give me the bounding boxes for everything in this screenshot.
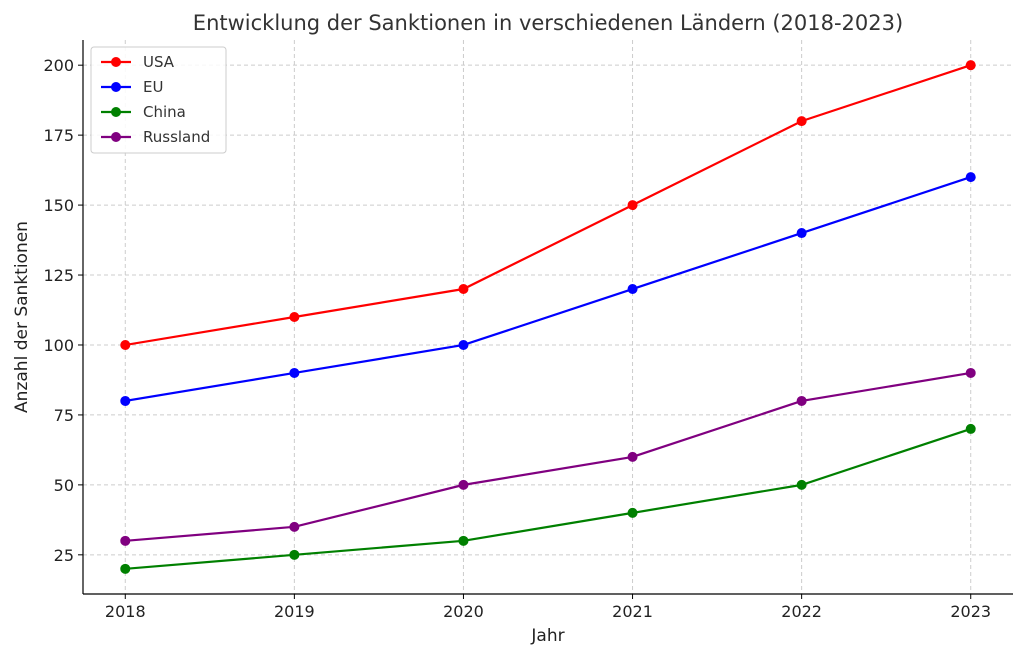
x-tick-label: 2020 <box>443 602 484 621</box>
series-line-russland <box>125 371 971 542</box>
legend: USA EU China Russland <box>90 46 227 154</box>
x-tick-label: 2018 <box>105 602 146 621</box>
x-axis-label: Jahr <box>530 626 564 646</box>
data-point-usa <box>120 339 131 350</box>
data-point-eu <box>627 284 638 295</box>
data-point-usa <box>458 284 469 295</box>
data-point-eu <box>289 367 300 378</box>
data-point-russland <box>627 451 638 462</box>
data-point-eu <box>796 228 807 239</box>
data-point-russland <box>796 395 807 406</box>
y-tick-label: 200 <box>43 56 74 75</box>
y-tick-label: 100 <box>43 336 74 355</box>
data-point-usa <box>289 312 300 322</box>
data-point-china <box>120 563 131 574</box>
legend-label-usa: USA <box>143 53 175 71</box>
y-tick-label: 150 <box>43 196 74 215</box>
series-layer <box>120 60 976 574</box>
x-tick-label: 2023 <box>950 602 991 621</box>
legend-marker-china <box>111 107 121 117</box>
legend-label-russland: Russland <box>143 128 210 146</box>
y-tick-label: 175 <box>43 126 74 145</box>
data-point-eu <box>965 172 976 183</box>
data-point-china <box>965 423 976 434</box>
data-point-eu <box>458 339 469 350</box>
data-point-russland <box>120 535 131 546</box>
x-tick-label: 2022 <box>781 602 822 621</box>
tick-labels: 2018 2019 2020 2021 2022 2023 25 50 75 100 125 150 1… <box>43 56 991 621</box>
legend-marker-russland <box>111 132 121 142</box>
legend-label-eu: EU <box>143 78 163 96</box>
data-point-russland <box>965 367 976 378</box>
data-point-russland <box>458 479 469 490</box>
data-point-china <box>458 535 469 546</box>
data-point-china <box>796 479 807 490</box>
data-point-russland <box>289 521 300 532</box>
chart-title: Entwicklung der Sanktionen in verschiede… <box>193 11 903 35</box>
legend-label-china: China <box>143 103 186 121</box>
legend-marker-usa <box>111 57 121 67</box>
series-line-usa <box>125 64 972 347</box>
legend-marker-eu <box>111 82 121 92</box>
y-axis-label: Anzahl der Sanktionen <box>12 221 32 413</box>
data-point-usa <box>627 200 638 211</box>
legend-box <box>90 46 227 154</box>
y-tick-label: 125 <box>43 266 74 285</box>
data-point-eu <box>120 395 131 406</box>
data-point-usa <box>796 116 807 127</box>
x-tick-label: 2021 <box>612 602 653 621</box>
y-tick-label: 50 <box>54 476 74 495</box>
data-point-china <box>289 549 300 560</box>
y-tick-label: 75 <box>54 406 74 425</box>
data-point-china <box>627 507 638 518</box>
series-line-eu <box>125 176 972 403</box>
axes <box>82 40 1013 595</box>
y-tick-label: 25 <box>54 546 74 565</box>
data-point-usa <box>965 60 976 71</box>
series-line-china <box>125 427 972 570</box>
x-tick-label: 2019 <box>274 602 315 621</box>
